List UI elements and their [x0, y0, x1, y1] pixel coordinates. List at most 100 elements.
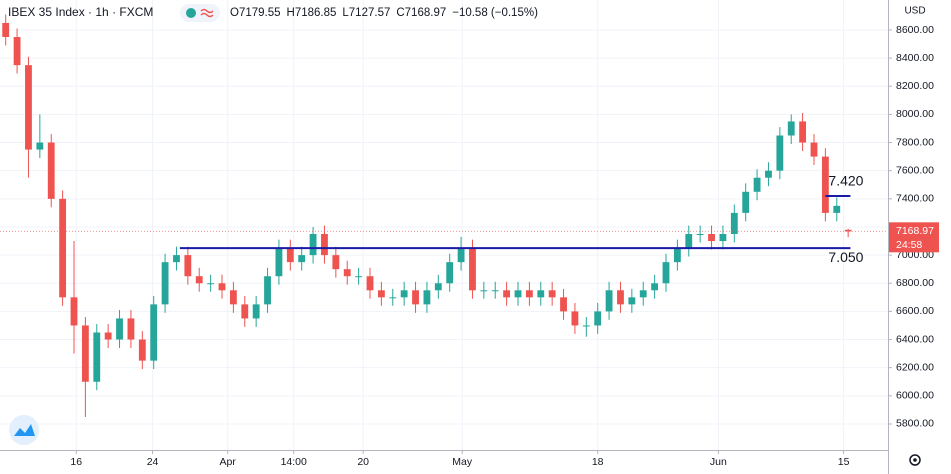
candle-body: [776, 135, 784, 171]
candle-body: [787, 121, 795, 136]
candle-body: [765, 170, 772, 178]
logo[interactable]: [9, 415, 39, 445]
candle-body: [594, 311, 602, 326]
horizontal-line-label: 7.050: [828, 249, 863, 265]
candle-body: [457, 248, 465, 263]
candle-body: [298, 255, 306, 263]
x-tick-label: May: [452, 456, 473, 468]
candle-body: [833, 205, 841, 213]
y-tick-label: 5800.00: [896, 418, 934, 430]
candle-body: [753, 177, 761, 192]
candle-body: [127, 318, 135, 340]
candle-body: [605, 290, 613, 312]
gear[interactable]: [909, 454, 921, 466]
candle-body: [309, 234, 317, 256]
grid: [0, 0, 888, 450]
candle-body: [59, 198, 67, 298]
candle-body: [537, 290, 545, 298]
candle-body: [719, 234, 727, 242]
candle-body: [469, 248, 476, 291]
y-tick-label: 6400.00: [896, 333, 934, 345]
x-tick-label: 15: [838, 456, 850, 468]
candles: 7.050 7.420: [2, 14, 864, 417]
x-tick-label: Jun: [710, 456, 727, 468]
x-tick-label: 18: [592, 456, 604, 468]
currency: USD: [904, 6, 925, 17]
candle-body: [582, 325, 590, 327]
ohlc-value: H7186.85: [287, 7, 337, 19]
candle-body: [81, 325, 89, 382]
candle-body: [104, 332, 112, 340]
candle-body: [844, 229, 852, 232]
candle-body: [742, 191, 750, 213]
last-price-badge: [889, 222, 939, 253]
horizontal-line-label: 7.420: [828, 173, 863, 189]
y-tick-label: 8000.00: [896, 108, 934, 120]
candle-body: [36, 142, 44, 150]
candle-body: [332, 255, 340, 270]
candle-body: [639, 290, 647, 298]
y-tick-label: 7800.00: [896, 136, 934, 148]
candle-body: [321, 234, 328, 256]
x-tick-label: 16: [70, 456, 82, 468]
candle-body: [275, 248, 283, 277]
candle-body: [70, 297, 78, 326]
candle-body: [685, 234, 693, 249]
candle-body: [821, 156, 829, 213]
chart-title: IBEX 35 Index · 1h · FXCM: [8, 5, 153, 19]
icon-eye[interactable]: [186, 8, 196, 18]
candle-body: [480, 290, 488, 292]
candle-body: [571, 311, 579, 326]
y-tick-label: 6800.00: [896, 277, 934, 289]
candle-body: [116, 318, 123, 340]
candle-body: [389, 297, 397, 299]
candle-body: [25, 65, 32, 150]
candle-body: [662, 262, 670, 284]
logo-circle[interactable]: [9, 415, 39, 445]
settings[interactable]: [909, 454, 921, 466]
candle-body: [173, 255, 180, 263]
y-tick-label: 6200.00: [896, 361, 934, 373]
axes: 5800.00 6000.00 6200.00 6400.00 6600.00 6800.…: [0, 24, 939, 468]
candle-body: [47, 142, 55, 199]
candle-body: [343, 269, 351, 277]
candle-body: [195, 276, 203, 284]
logo-glyph[interactable]: [14, 424, 35, 436]
x-tick-label: 20: [357, 456, 369, 468]
candle-body: [628, 297, 636, 305]
candle-body: [138, 339, 146, 361]
gear-center[interactable]: [913, 458, 917, 462]
y-tick-label: 6000.00: [896, 390, 934, 402]
candle-body: [434, 283, 442, 291]
ohlc-value: −10.58 (−0.15%): [452, 7, 538, 19]
candle-body: [503, 290, 511, 298]
candle-body: [730, 212, 738, 235]
indicator-icons[interactable]: [180, 4, 220, 22]
candle-body: [184, 255, 192, 277]
x-tick-label: Apr: [220, 456, 237, 468]
y-tick-label: 8200.00: [896, 80, 934, 92]
candle-body: [491, 290, 499, 292]
icon-wave[interactable]: [200, 8, 214, 18]
y-tick-label: 8600.00: [896, 24, 934, 36]
y-tick-label: 7600.00: [896, 164, 934, 176]
candle-body: [525, 290, 533, 298]
candle-body: [810, 142, 818, 157]
x-tick-label: 14:00: [281, 456, 307, 468]
candle-body: [150, 304, 158, 361]
candle-body: [241, 304, 249, 319]
candle-body: [514, 290, 522, 298]
ohlc-value: O7179.55: [230, 7, 281, 19]
candle-body: [161, 262, 169, 305]
candle-body: [799, 121, 807, 143]
candle-body: [366, 276, 374, 291]
candle-body: [423, 290, 431, 305]
x-tick-label: 24: [147, 456, 159, 468]
candle-body: [93, 332, 101, 382]
y-tick-label: 7000.00: [896, 249, 934, 261]
candle-body: [218, 283, 226, 291]
last-price-label: 7168.97: [896, 225, 934, 237]
candle-body: [412, 290, 419, 305]
